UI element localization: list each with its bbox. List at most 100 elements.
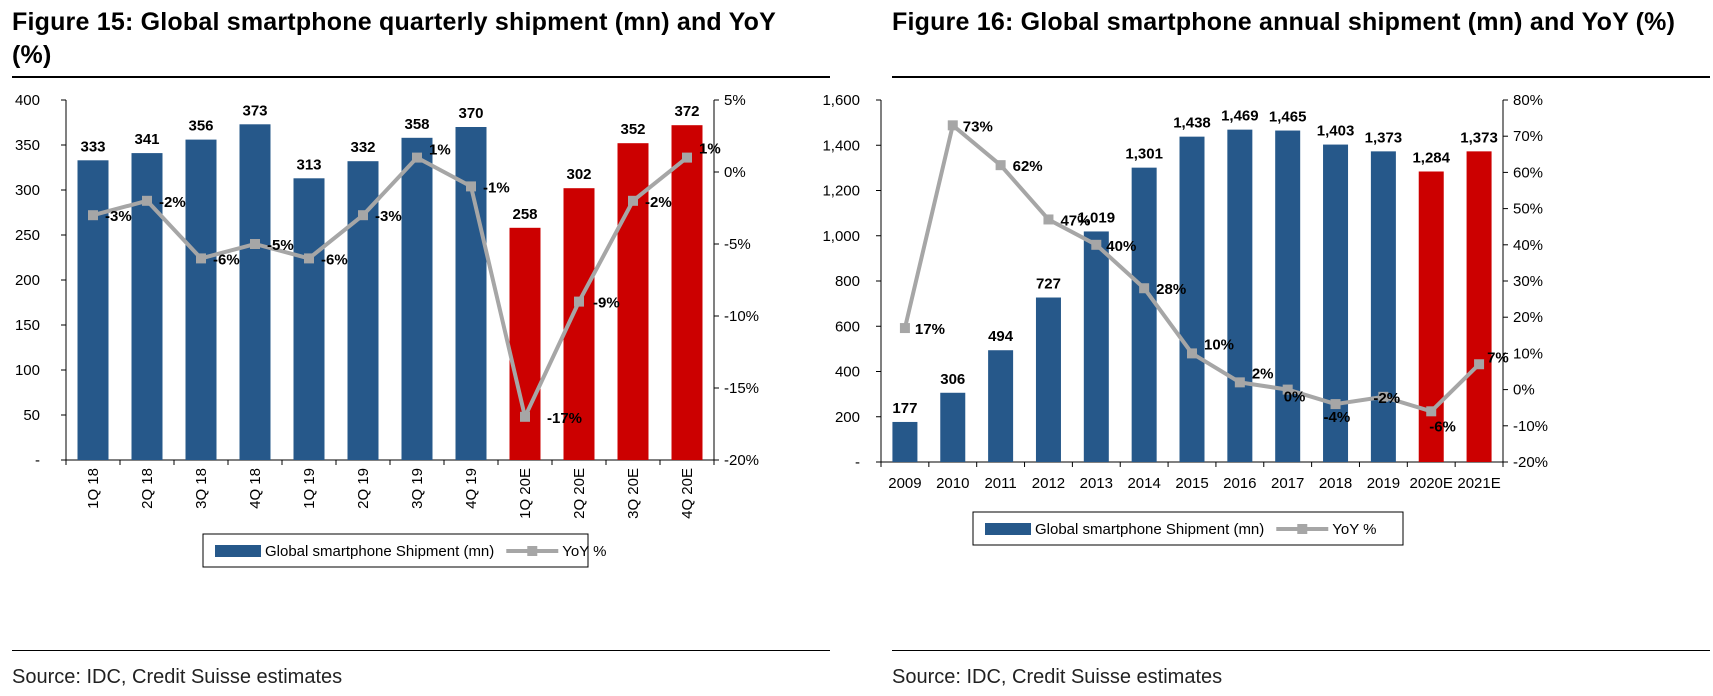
figure-16-source: Source: IDC, Credit Suisse estimates bbox=[892, 666, 1223, 688]
x-tick-label: 3Q 20E bbox=[625, 468, 642, 519]
yoy-marker bbox=[899, 323, 910, 334]
y-right-tick-label: 0% bbox=[724, 164, 746, 181]
y-left-tick-label: 200 bbox=[835, 409, 860, 426]
yoy-value-label: -3% bbox=[375, 208, 402, 225]
bar-value-label: 333 bbox=[80, 138, 105, 155]
legend-marker-swatch bbox=[527, 546, 538, 556]
x-tick-label: 2009 bbox=[888, 475, 921, 492]
legend-shipment-label: Global smartphone Shipment (mn) bbox=[265, 543, 494, 560]
x-tick-label: 1Q 20E bbox=[517, 468, 534, 519]
bar bbox=[509, 227, 541, 460]
bar-value-label: 177 bbox=[892, 400, 917, 417]
y-left-tick-label: 1,200 bbox=[822, 183, 860, 200]
y-right-tick-label: -10% bbox=[1513, 418, 1548, 435]
legend-yoy-label: YoY % bbox=[562, 543, 606, 560]
bar bbox=[455, 127, 487, 460]
yoy-marker bbox=[1330, 399, 1341, 410]
x-tick-label: 4Q 20E bbox=[679, 468, 696, 519]
yoy-value-label: 73% bbox=[963, 118, 993, 135]
y-left-tick-label: 250 bbox=[15, 227, 40, 244]
x-tick-label: 2015 bbox=[1175, 475, 1208, 492]
bar-value-label: 352 bbox=[620, 121, 645, 138]
y-right-tick-label: 0% bbox=[1513, 382, 1535, 399]
yoy-value-label: 10% bbox=[1204, 336, 1234, 353]
bar-value-label: 1,301 bbox=[1125, 146, 1163, 163]
yoy-marker bbox=[574, 296, 584, 307]
bar bbox=[671, 125, 703, 460]
bar bbox=[401, 137, 433, 461]
figure-16-bottom-rule bbox=[892, 650, 1710, 651]
y-right-tick-label: -5% bbox=[724, 236, 751, 253]
bar bbox=[1035, 297, 1061, 462]
x-tick-label: 1Q 19 bbox=[301, 468, 318, 509]
yoy-marker bbox=[995, 160, 1006, 171]
yoy-value-label: 62% bbox=[1013, 158, 1043, 175]
y-left-tick-label: - bbox=[35, 452, 40, 469]
y-right-tick-label: 20% bbox=[1513, 309, 1543, 326]
x-tick-label: 2Q 20E bbox=[571, 468, 588, 519]
y-right-tick-label: -10% bbox=[724, 308, 759, 325]
yoy-value-label: 2% bbox=[1252, 365, 1274, 382]
yoy-marker bbox=[1091, 239, 1102, 250]
yoy-value-label: 40% bbox=[1106, 238, 1136, 255]
y-left-tick-label: 1,400 bbox=[822, 137, 860, 154]
bar-value-label: 332 bbox=[350, 139, 375, 156]
bar-value-label: 1,373 bbox=[1365, 129, 1403, 146]
yoy-marker bbox=[1234, 377, 1245, 388]
yoy-marker bbox=[466, 181, 476, 192]
bar bbox=[185, 139, 217, 460]
yoy-marker bbox=[520, 411, 530, 422]
legend-box bbox=[972, 511, 1404, 546]
yoy-value-label: 0% bbox=[1284, 389, 1306, 406]
figure-15-chart: - 50 100 150 200 250 300 350 400 -20% -15% -10% -5% 0… bbox=[15, 92, 759, 568]
x-tick-label: 2017 bbox=[1271, 475, 1304, 492]
yoy-marker bbox=[88, 210, 98, 221]
x-tick-label: 2012 bbox=[1032, 475, 1065, 492]
y-left-tick-label: 800 bbox=[835, 273, 860, 290]
x-tick-label: 2021E bbox=[1457, 475, 1500, 492]
legend-bar-swatch bbox=[215, 545, 261, 557]
yoy-line bbox=[92, 155, 689, 419]
yoy-value-label: -2% bbox=[645, 194, 672, 211]
yoy-marker bbox=[1282, 384, 1293, 395]
yoy-value-label: -4% bbox=[1324, 409, 1351, 426]
y-left-tick-label: 200 bbox=[15, 272, 40, 289]
y-right-tick-label: 30% bbox=[1513, 273, 1543, 290]
x-tick-label: 2020E bbox=[1410, 475, 1453, 492]
x-tick-label: 2Q 18 bbox=[139, 468, 156, 509]
x-tick-label: 2Q 19 bbox=[355, 468, 372, 509]
x-tick-label: 3Q 18 bbox=[193, 468, 210, 509]
figure-15-source: Source: IDC, Credit Suisse estimates bbox=[12, 666, 343, 688]
yoy-marker bbox=[412, 152, 422, 163]
x-tick-label: 4Q 19 bbox=[463, 468, 480, 509]
x-tick-label: 1Q 18 bbox=[85, 468, 102, 509]
yoy-value-label: -6% bbox=[1429, 418, 1456, 435]
bar-value-label: 306 bbox=[940, 371, 965, 388]
bar bbox=[1275, 130, 1301, 462]
bar bbox=[293, 178, 325, 461]
bar-value-label: 302 bbox=[566, 166, 591, 183]
figure-15-bottom-rule bbox=[12, 650, 830, 651]
figure-16-top-rule bbox=[892, 76, 1710, 78]
bar-value-label: 341 bbox=[134, 131, 159, 148]
y-left-tick-label: 400 bbox=[835, 364, 860, 381]
bar-value-label: 1,373 bbox=[1460, 129, 1498, 146]
bar bbox=[1227, 129, 1253, 463]
y-left-tick-label: 400 bbox=[15, 92, 40, 109]
bar bbox=[1083, 231, 1109, 462]
figure-16-title: Figure 16: Global smartphone annual ship… bbox=[892, 8, 1676, 36]
y-right-tick-label: 10% bbox=[1513, 345, 1543, 362]
bar bbox=[1131, 167, 1157, 462]
bar bbox=[77, 160, 109, 461]
bar-value-label: 1,019 bbox=[1078, 209, 1116, 226]
y-right-tick-label: -15% bbox=[724, 380, 759, 397]
x-tick-label: 2019 bbox=[1367, 475, 1400, 492]
figure-15-panel: Figure 15: Global smartphone quarterly s… bbox=[0, 0, 840, 696]
yoy-marker bbox=[1139, 283, 1150, 294]
bar bbox=[239, 124, 271, 461]
legend-yoy-label: YoY % bbox=[1332, 521, 1376, 538]
yoy-marker bbox=[304, 253, 314, 264]
legend-shipment-label: Global smartphone Shipment (mn) bbox=[1035, 521, 1264, 538]
bar-value-label: 1,469 bbox=[1221, 108, 1259, 125]
yoy-marker bbox=[250, 239, 260, 249]
